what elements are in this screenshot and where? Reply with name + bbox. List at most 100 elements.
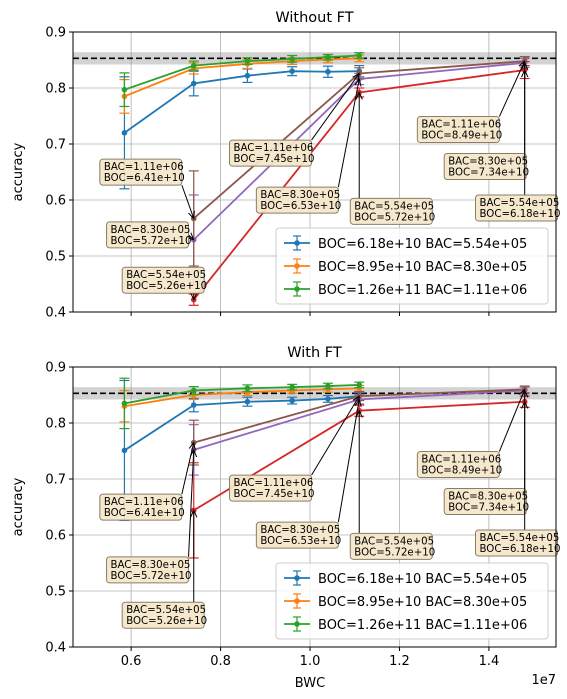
- legend-marker: [294, 263, 300, 269]
- legend-label: BOC=8.95e+10 BAC=8.30e+05: [318, 260, 527, 275]
- panel-without-ft: BAC=1.11e+06BOC=6.41e+10BAC=8.30e+05BOC=…: [11, 10, 560, 321]
- annotation-text-bac: BAC=1.11e+06: [234, 478, 314, 489]
- x-axis-offset-text: 1e7: [531, 673, 556, 688]
- y-tick-label: 0.5: [45, 250, 66, 265]
- annotation-text-boc: BOC=5.26e+10: [126, 616, 207, 627]
- annotation-text-bac: BAC=8.30e+05: [448, 492, 528, 503]
- x-tick-label: 1.4: [479, 654, 500, 669]
- annotation-box: [106, 556, 190, 584]
- y-tick-label: 0.9: [45, 26, 66, 41]
- annotation-text-bac: BAC=8.30e+05: [111, 560, 191, 571]
- annotation-text-boc: BOC=7.45e+10: [234, 489, 315, 500]
- series-2: [119, 377, 365, 430]
- data-point: [289, 56, 295, 62]
- data-point: [289, 397, 295, 404]
- y-axis-label: accuracy: [11, 142, 26, 201]
- annotation-text-boc: BOC=8.49e+10: [421, 466, 502, 477]
- annotation-box: [349, 197, 433, 225]
- annotation-box: [349, 532, 433, 560]
- data-point: [325, 54, 331, 60]
- annotation-text-boc: BOC=7.34e+10: [448, 168, 529, 179]
- annotation-text-boc: BOC=6.41e+10: [104, 508, 185, 519]
- annotation-text-bac: BAC=8.30e+05: [260, 525, 340, 536]
- data-point: [289, 384, 295, 390]
- annotation-text-boc: BOC=5.72e+10: [111, 236, 192, 247]
- y-axis-label: accuracy: [11, 477, 26, 536]
- data-point: [356, 382, 363, 388]
- annotation-arrow: [498, 389, 524, 452]
- series-line: [124, 387, 360, 408]
- y-tick-label: 0.4: [45, 641, 66, 656]
- annotation-text-boc: BOC=7.34e+10: [448, 503, 529, 514]
- annotation-arrow: [189, 235, 194, 240]
- annotation-text-boc: BOC=5.72e+10: [354, 212, 435, 223]
- data-point: [244, 385, 251, 392]
- y-tick-label: 0.5: [45, 585, 66, 600]
- y-tick-label: 0.7: [45, 473, 66, 488]
- chart-title: With FT: [287, 345, 342, 361]
- annotation-box: [121, 266, 205, 294]
- annotation-box: [99, 493, 183, 521]
- annotation-text-bac: BAC=5.54e+05: [354, 536, 434, 547]
- data-point: [190, 62, 197, 69]
- series-2: [119, 52, 365, 108]
- annotation-box: [443, 153, 527, 181]
- x-axis-label: BWC: [295, 676, 325, 691]
- y-tick-label: 0.7: [45, 138, 66, 153]
- y-tick-label: 0.8: [45, 417, 66, 432]
- annotation-box: [229, 139, 313, 167]
- annotation-box: [416, 451, 500, 479]
- data-point: [289, 68, 295, 74]
- annotation-text-bac: BAC=5.54e+05: [354, 201, 434, 212]
- x-tick-label: 0.8: [210, 654, 231, 669]
- data-point: [190, 387, 197, 394]
- annotation-text-boc: BOC=5.72e+10: [111, 571, 192, 582]
- data-point: [325, 396, 331, 402]
- x-tick-label: 1.0: [300, 654, 321, 669]
- annotation-box: [416, 116, 500, 144]
- legend: BOC=6.18e+10 BAC=5.54e+05 BOC=8.95e+10 BA…: [275, 227, 549, 305]
- annotation-arrow: [498, 61, 524, 117]
- annotation-text-boc: BOC=6.41e+10: [104, 173, 185, 184]
- legend: BOC=6.18e+10 BAC=5.54e+05 BOC=8.95e+10 BA…: [275, 562, 549, 640]
- data-point: [325, 68, 331, 75]
- series-line: [124, 384, 360, 405]
- annotation-text-bac: BAC=1.11e+06: [234, 143, 314, 154]
- series-line: [124, 57, 360, 98]
- legend-label: BOC=1.26e+11 BAC=1.11e+06: [318, 618, 527, 633]
- annotation-text-bac: BAC=5.54e+05: [126, 270, 206, 281]
- panel-with-ft: BAC=1.11e+06BOC=6.41e+10BAC=8.30e+05BOC=…: [11, 345, 560, 669]
- series-line: [124, 54, 360, 91]
- plot-frame: [72, 31, 557, 313]
- annotation-text-boc: BOC=8.49e+10: [421, 131, 502, 142]
- annotation-text-bac: BAC=5.54e+05: [480, 533, 560, 544]
- legend-marker: [294, 621, 300, 627]
- annotation-text-boc: BOC=6.53e+10: [260, 201, 341, 212]
- annotation-text-bac: BAC=8.30e+05: [111, 225, 191, 236]
- annotation-arrow: [188, 450, 194, 557]
- data-point: [325, 383, 331, 389]
- data-point: [190, 402, 197, 408]
- annotation-box: [106, 221, 190, 249]
- annotation-text-boc: BOC=5.26e+10: [126, 281, 207, 292]
- data-point: [190, 80, 197, 87]
- data-point: [244, 398, 251, 405]
- annotation-text-bac: BAC=5.54e+05: [126, 605, 206, 616]
- annotation-box: [255, 521, 339, 549]
- y-tick-label: 0.4: [45, 306, 66, 321]
- data-point: [356, 52, 363, 59]
- annotation-box: [99, 158, 183, 186]
- annotation-box: [475, 529, 558, 557]
- annotation-text-boc: BOC=7.45e+10: [234, 154, 315, 165]
- annotation-arrow: [311, 396, 360, 476]
- annotation-text-boc: BOC=6.18e+10: [480, 209, 561, 220]
